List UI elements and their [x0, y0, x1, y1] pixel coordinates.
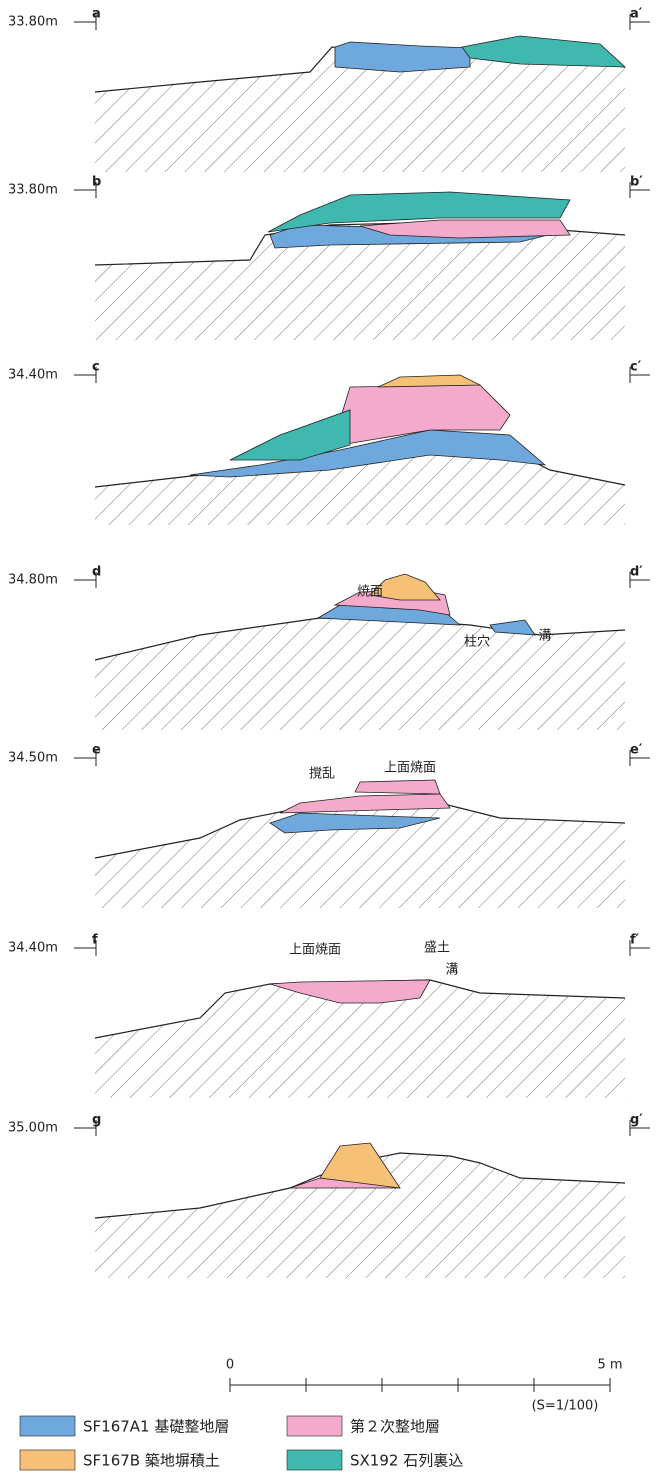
- legend-label: SF167B 築地塀積土: [83, 1452, 220, 1470]
- annotation: 焼面: [357, 585, 383, 600]
- annotation: 柱穴: [464, 635, 490, 650]
- section-end-label: c′: [630, 360, 642, 375]
- section-end-label: g: [92, 1113, 101, 1128]
- elevation-label: 33.80m: [8, 183, 58, 198]
- annotation: 上面焼面: [384, 761, 436, 776]
- section-end-label: b: [92, 175, 101, 190]
- legend-swatch: [287, 1416, 342, 1436]
- elevation-label: 35.00m: [8, 1121, 58, 1136]
- elevation-label: 34.40m: [8, 368, 58, 383]
- soil-layer: [378, 375, 480, 387]
- elevation-label: 34.80m: [8, 573, 58, 588]
- elevation-label: 34.40m: [8, 941, 58, 956]
- section-end-label: d′: [630, 565, 643, 580]
- annotation: 上面焼面: [289, 943, 341, 958]
- section-end-label: g′: [630, 1113, 643, 1128]
- annotation: 盛土: [424, 941, 450, 956]
- scale-start: 0: [226, 1358, 234, 1373]
- section-end-label: f′: [630, 933, 640, 948]
- scale-ratio: (S=1/100): [532, 1399, 599, 1414]
- section-end-label: d: [92, 565, 101, 580]
- legend-label: SF167A1 基礎整地層: [83, 1418, 229, 1436]
- soil-layer: [360, 220, 570, 238]
- elevation-label: 34.50m: [8, 751, 58, 766]
- scale-end: 5 m: [597, 1358, 622, 1373]
- elevation-label: 33.80m: [8, 15, 58, 30]
- section-end-label: e′: [630, 743, 643, 758]
- soil-layer: [335, 42, 470, 72]
- annotation: 溝: [538, 629, 551, 644]
- legend-label: 第２次整地層: [350, 1418, 440, 1436]
- legend-swatch: [20, 1416, 75, 1436]
- section-end-label: b′: [630, 175, 643, 190]
- annotation: 溝: [445, 963, 458, 978]
- section-end-label: a′: [630, 7, 643, 22]
- legend-label: SX192 石列裏込: [350, 1452, 463, 1470]
- section-drawing: 33.80maa′33.80mbb′34.40mcc′34.80mdd′焼面柱穴…: [0, 0, 658, 1474]
- legend-swatch: [20, 1450, 75, 1470]
- legend-swatch: [287, 1450, 342, 1470]
- annotation: 撹乱: [309, 767, 335, 782]
- scale-bar: [230, 1378, 610, 1392]
- soil-layer: [355, 780, 440, 794]
- section-end-label: f: [92, 933, 98, 948]
